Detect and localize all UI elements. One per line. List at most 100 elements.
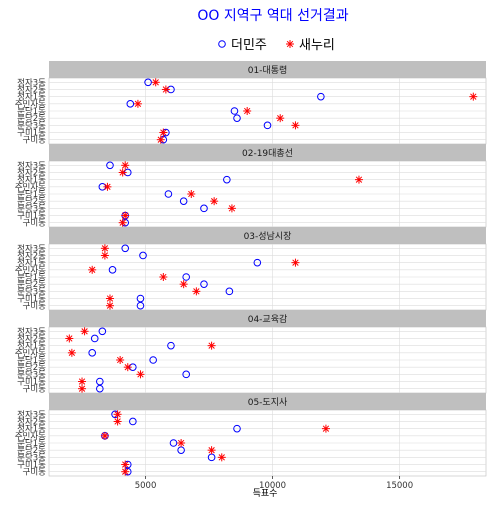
data-point-asterisk <box>121 467 130 476</box>
y-tick-label: 구미동 <box>23 219 47 229</box>
y-tick-label: 분당2동 <box>17 113 46 124</box>
data-point-asterisk <box>156 135 165 144</box>
data-point-asterisk <box>78 377 87 386</box>
y-tick-label: 정자3동 <box>17 326 46 337</box>
y-tick-label: 분당2동 <box>17 196 46 207</box>
y-tick-label: 정자1동 <box>17 175 46 186</box>
y-tick-label: 분당1동 <box>17 189 46 200</box>
data-point-asterisk <box>133 99 142 108</box>
y-tick-label: 구미1동 <box>17 378 46 388</box>
y-tick-label: 정자3동 <box>17 243 46 254</box>
facet-strip-label: 03-성남시장 <box>244 231 292 242</box>
data-point-asterisk <box>161 85 170 94</box>
data-point-asterisk <box>159 273 168 281</box>
data-point-asterisk <box>67 348 76 357</box>
data-point-asterisk <box>113 417 122 426</box>
y-tick-label: 주민자동 <box>15 348 46 359</box>
legend-item-0: 더민주 <box>218 38 267 53</box>
data-point-asterisk <box>207 446 216 455</box>
data-point-circle <box>96 377 104 386</box>
facet-panel-1: 01-대통령정자3동정자2동정자1동주민자동분당1동분당2동분당3동구미1동구미… <box>15 61 487 146</box>
x-axis-label: 득표수 <box>253 488 278 499</box>
data-point-asterisk <box>187 190 196 198</box>
y-tick-label: 분당1동 <box>17 106 46 117</box>
data-point-circle <box>136 294 145 303</box>
data-point-circle <box>139 251 147 260</box>
y-tick-label: 주민자동 <box>15 431 46 442</box>
data-point-circle <box>233 424 241 433</box>
data-point-circle <box>96 384 104 393</box>
data-point-circle <box>317 92 325 101</box>
data-point-asterisk <box>88 265 97 274</box>
data-point-asterisk <box>118 168 127 177</box>
data-point-asterisk <box>227 204 236 213</box>
data-point-circle <box>200 204 208 213</box>
data-point-circle <box>126 100 135 108</box>
data-point-asterisk <box>80 327 89 336</box>
y-tick-label: 정자2동 <box>17 84 46 95</box>
data-point-circle <box>129 417 137 426</box>
data-point-circle <box>88 349 96 357</box>
y-tick-label: 구미동 <box>23 468 47 478</box>
x-tick-label: 5000 <box>135 481 157 491</box>
data-point-circle <box>167 341 175 350</box>
legend-asterisk-icon <box>286 40 294 48</box>
data-point-asterisk <box>177 439 186 447</box>
y-tick-label: 분당2동 <box>17 279 46 290</box>
data-point-circle <box>225 287 234 296</box>
data-point-circle <box>144 78 152 87</box>
y-tick-label: 분당2동 <box>17 445 46 456</box>
facet-panels: 01-대통령정자3동정자2동정자1동주민자동분당1동분당2동분당3동구미1동구미… <box>15 61 487 478</box>
y-tick-label: 구미1동 <box>17 212 46 222</box>
legend-item-1: 새누리 <box>286 38 335 53</box>
y-tick-label: 구미동 <box>23 136 47 146</box>
data-point-circle <box>182 370 190 379</box>
y-tick-label: 분당1동 <box>17 355 46 366</box>
data-point-circle <box>121 244 130 253</box>
data-point-circle <box>253 258 262 267</box>
data-point-circle <box>169 439 178 447</box>
data-point-asterisk <box>121 211 130 220</box>
data-point-circle <box>98 327 107 336</box>
data-point-asterisk <box>291 258 300 267</box>
y-tick-label: 구미1동 <box>17 129 46 139</box>
facet-strip <box>49 144 486 161</box>
data-point-asterisk <box>159 128 168 137</box>
legend-label-1: 새누리 <box>299 38 335 53</box>
data-point-asterisk <box>118 218 127 227</box>
y-tick-label: 분당1동 <box>17 438 46 449</box>
data-point-asterisk <box>121 460 130 469</box>
y-tick-label: 주민자동 <box>15 99 46 110</box>
x-tick-label: 15000 <box>386 481 413 491</box>
data-point-asterisk <box>354 175 363 184</box>
data-point-asterisk <box>100 431 109 440</box>
facet-panel-3: 03-성남시장정자3동정자2동정자1동주민자동분당1동분당2동분당3동구미1동구… <box>15 227 487 312</box>
facet-strip <box>49 61 486 78</box>
data-point-asterisk <box>78 384 87 393</box>
data-point-circle <box>106 161 114 170</box>
facet-strip-label: 02-19대총선 <box>242 148 293 159</box>
y-tick-label: 주민자동 <box>15 265 46 276</box>
y-tick-label: 정자2동 <box>17 250 46 261</box>
data-point-circle <box>233 114 241 122</box>
y-tick-label: 분당2동 <box>17 362 46 373</box>
y-tick-label: 분당3동 <box>17 286 46 297</box>
y-tick-label: 정자2동 <box>17 333 46 344</box>
data-point-asterisk <box>243 107 252 115</box>
y-tick-label: 정자3동 <box>17 160 46 171</box>
x-axis: 5000 10000 15000 <box>135 476 413 491</box>
data-point-asterisk <box>116 356 125 364</box>
data-point-asterisk <box>151 78 160 87</box>
data-point-circle <box>164 190 173 198</box>
legend-label-0: 더민주 <box>231 38 267 53</box>
y-tick-label: 정자1동 <box>17 258 46 269</box>
facet-strip-label: 04-교육감 <box>248 313 288 325</box>
y-tick-label: 구미동 <box>23 302 47 312</box>
facet-strip <box>49 393 486 410</box>
legend: 더민주 새누리 <box>218 38 335 53</box>
data-point-asterisk <box>113 410 122 419</box>
y-tick-label: 정자1동 <box>17 92 46 103</box>
data-point-asterisk <box>469 92 478 101</box>
